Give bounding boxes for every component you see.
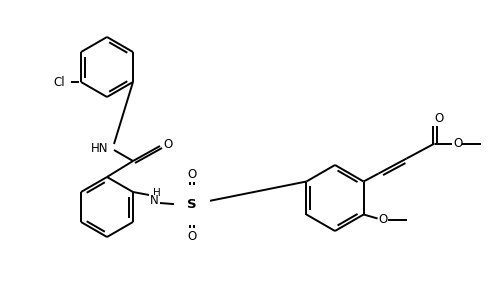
- Text: Cl: Cl: [53, 76, 65, 88]
- Text: O: O: [377, 213, 386, 226]
- Text: O: O: [452, 137, 461, 150]
- Text: N: N: [149, 194, 158, 208]
- Text: O: O: [163, 138, 172, 150]
- Text: O: O: [433, 112, 442, 125]
- Text: H: H: [153, 188, 160, 198]
- Text: HN: HN: [91, 142, 109, 154]
- Text: S: S: [187, 199, 196, 211]
- Text: O: O: [187, 230, 196, 242]
- Text: O: O: [187, 168, 196, 180]
